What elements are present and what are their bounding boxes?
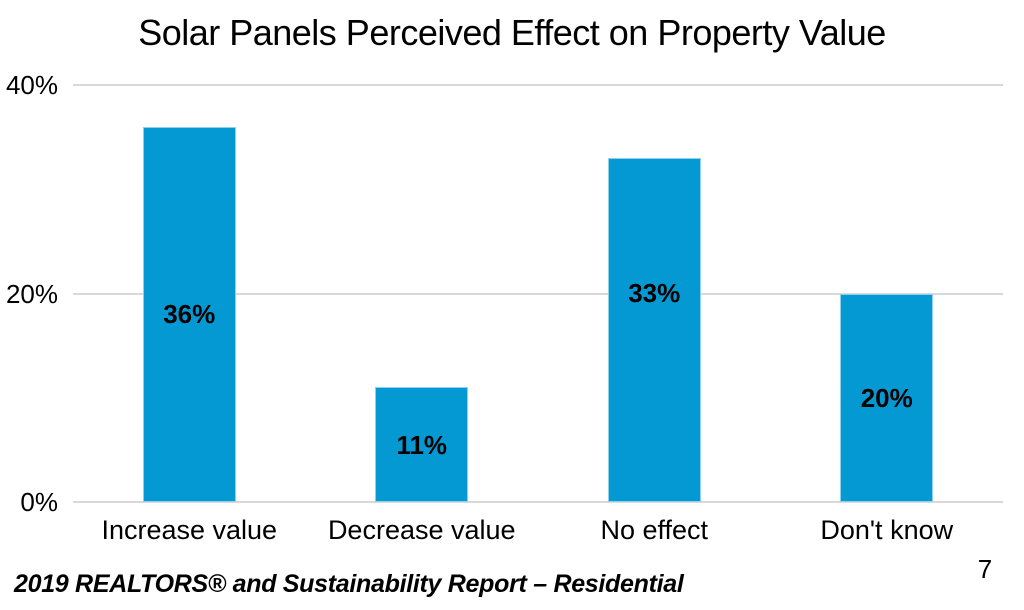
x-category-label: Increase value (101, 515, 278, 545)
bar-value-label: 33% (628, 277, 681, 308)
bar (840, 293, 934, 502)
x-category-label: No effect (600, 515, 709, 545)
x-category-label: Decrease value (327, 515, 516, 545)
chart-title: Solar Panels Perceived Effect on Propert… (138, 12, 886, 53)
gridline (73, 292, 1003, 295)
page-number: 7 (977, 554, 993, 584)
y-axis-tick-label: 40% (5, 70, 58, 100)
bar (375, 387, 469, 502)
bar (142, 126, 236, 502)
x-category-label: Don't know (820, 515, 954, 545)
bar-value-label: 20% (860, 382, 913, 413)
gridline (73, 501, 1003, 503)
bar-value-label: 11% (396, 429, 448, 460)
gridline (73, 84, 1003, 86)
bar-value-label: 36% (163, 299, 216, 330)
y-axis-tick-label: 20% (5, 278, 58, 309)
source-citation: 2019 REALTORS® and Sustainability Report… (14, 570, 684, 598)
y-axis-tick-label: 0% (20, 487, 58, 517)
bar (607, 157, 701, 502)
